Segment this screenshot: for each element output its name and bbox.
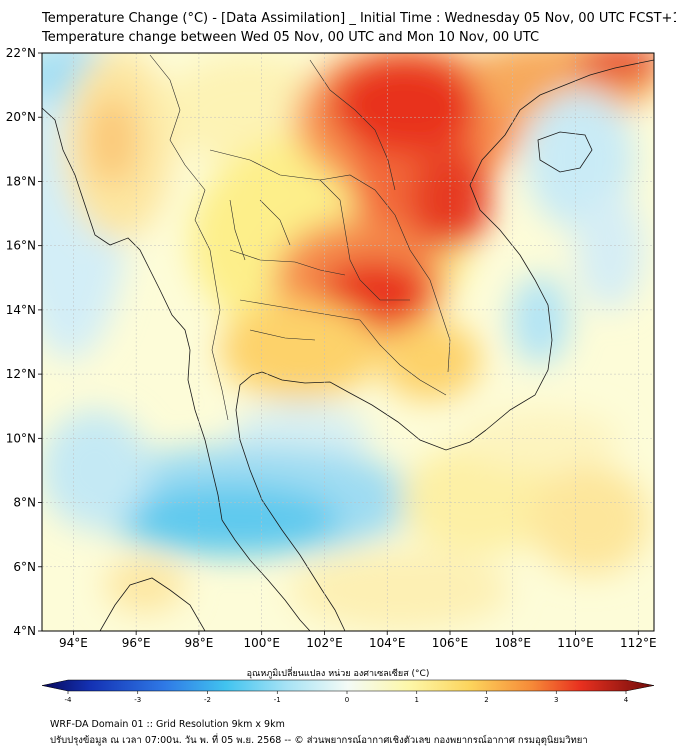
lon-tick-label: 110°E <box>557 636 594 650</box>
chart-subtitle: Temperature change between Wed 05 Nov, 0… <box>42 30 540 45</box>
colorbar-tick-label: 1 <box>415 696 419 704</box>
coastlines <box>42 59 654 631</box>
colorbar-tick-label: 2 <box>484 696 488 704</box>
footer-model-info: WRF-DA Domain 01 :: Grid Resolution 9km … <box>50 719 285 730</box>
lat-tick-label: 8°N <box>13 496 36 510</box>
lon-tick-label: 104°E <box>369 636 406 650</box>
lon-tick-label: 112°E <box>620 636 657 650</box>
footer-credit: ปรับปรุงข้อมูล ณ เวลา 07:00น. วัน พ. ที่… <box>50 735 588 746</box>
lon-tick-label: 100°E <box>243 636 280 650</box>
longitude-axis: 94°E 96°E 98°E 100°E 102°E 104°E 106°E 108°E 110… <box>59 631 657 650</box>
colorbar-tick-label: -1 <box>274 696 281 704</box>
colorbar-label: อุณหภูมิเปลี่ยนแปลง หน่วย องศาเซลเซียส (… <box>246 669 430 679</box>
borders <box>149 54 451 421</box>
chart-title: Temperature Change (°C) - [Data Assimila… <box>42 11 676 26</box>
latitude-axis: 4°N 6°N 8°N 10°N 12°N 14°N 16°N 18°N 20°N 22°N <box>6 46 42 638</box>
lat-tick-label: 14°N <box>6 303 36 317</box>
colorbar-ticks: -4 -3 -2 -1 0 1 2 3 4 <box>65 691 629 704</box>
lat-tick-label: 4°N <box>13 624 36 638</box>
lon-tick-label: 98°E <box>184 636 213 650</box>
lat-tick-label: 16°N <box>6 239 36 253</box>
lon-tick-label: 102°E <box>306 636 343 650</box>
plot-frame <box>41 52 655 632</box>
lat-tick-label: 18°N <box>6 174 36 188</box>
colorbar-tick-label: -4 <box>65 696 73 704</box>
lon-tick-label: 108°E <box>495 636 532 650</box>
colorbar <box>41 679 655 692</box>
lon-tick-label: 96°E <box>122 636 151 650</box>
lat-tick-label: 10°N <box>6 431 36 445</box>
colorbar-tick-label: -2 <box>204 696 211 704</box>
lat-tick-label: 12°N <box>6 367 36 381</box>
colorbar-tick-label: -3 <box>134 696 141 704</box>
colorbar-tick-label: 0 <box>345 696 349 704</box>
colorbar-tick-label: 4 <box>624 696 629 704</box>
lon-tick-label: 94°E <box>59 636 88 650</box>
lat-tick-label: 6°N <box>13 560 36 574</box>
lon-tick-label: 106°E <box>432 636 469 650</box>
lat-tick-label: 20°N <box>6 110 36 124</box>
temperature-field <box>42 53 654 631</box>
lat-tick-label: 22°N <box>6 46 36 60</box>
colorbar-tick-label: 3 <box>554 696 558 704</box>
